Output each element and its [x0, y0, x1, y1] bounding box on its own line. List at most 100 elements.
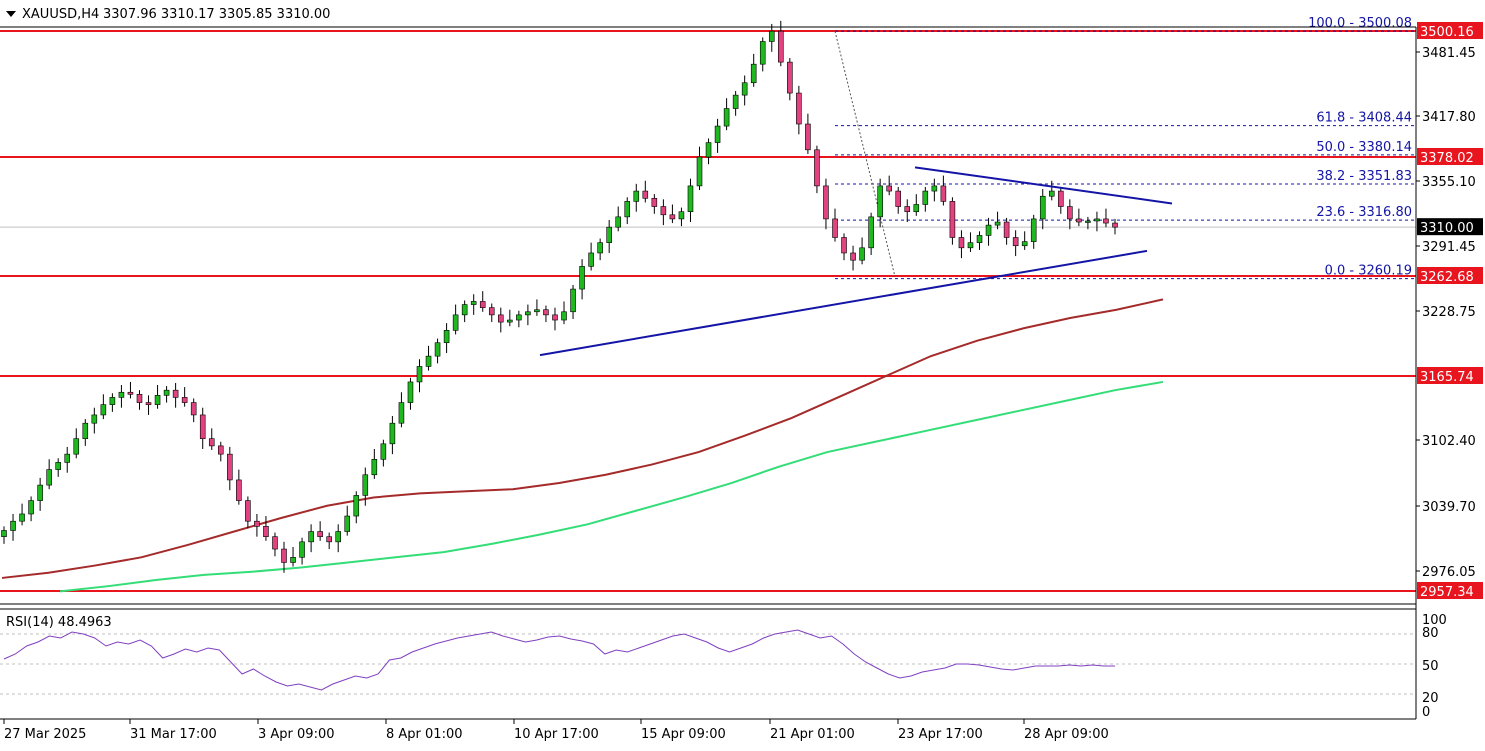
bearish-candle	[190, 402, 197, 416]
fib-level-label: 38.2 - 3351.83	[1316, 169, 1412, 184]
bullish-candle	[759, 41, 766, 65]
bullish-candle	[398, 402, 405, 424]
bearish-candle	[958, 237, 965, 249]
rsi-line	[3, 629, 1115, 691]
bullish-candle	[37, 484, 43, 501]
bearish-candle	[136, 394, 143, 403]
bearish-candle	[254, 520, 260, 527]
bearish-candle	[886, 185, 892, 192]
bullish-candle	[741, 82, 748, 96]
time-axis-label: 28 Apr 09:00	[1024, 727, 1109, 742]
fib-level-label: 100.0 - 3500.08	[1308, 16, 1412, 31]
bullish-candle	[1, 530, 7, 537]
bearish-candle	[1012, 237, 1019, 247]
price-tick-label: 3291.45	[1422, 240, 1476, 255]
time-axis-label: 15 Apr 09:00	[641, 727, 726, 742]
moving-average-fast	[59, 380, 1164, 593]
bullish-candle	[154, 395, 161, 405]
bullish-candle	[696, 156, 703, 187]
axes-layer: 3481.45 3417.80 3355.10 3291.45 3228.75 3102.…	[0, 22, 1483, 742]
current-price-label: 3310.00	[1420, 221, 1474, 236]
bullish-candle	[633, 190, 640, 202]
bullish-candle	[597, 242, 603, 254]
time-axis-label: 10 Apr 17:00	[514, 727, 599, 742]
level-price-label: 3500.16	[1420, 25, 1474, 40]
ascending-trendline	[539, 249, 1148, 357]
bullish-candle	[353, 495, 360, 517]
descending-trendline	[914, 166, 1173, 205]
ohlc-values: 3307.96 3310.17 3305.85 3310.00	[103, 7, 330, 22]
chart-header: XAUUSD,H4 3307.96 3310.17 3305.85 3310.0…	[6, 7, 330, 22]
bullish-candle	[64, 453, 71, 463]
bullish-candle	[507, 319, 513, 323]
menu-triangle-icon[interactable]	[6, 11, 16, 17]
bullish-candle	[73, 438, 80, 455]
bullish-candle	[516, 314, 522, 321]
bullish-candle	[985, 224, 992, 236]
bullish-candle	[687, 185, 694, 213]
fib-level-label: 23.6 - 3316.80	[1316, 205, 1412, 220]
bullish-candle	[723, 108, 730, 127]
bearish-candle	[199, 414, 206, 439]
bullish-candle	[1039, 195, 1046, 220]
bullish-candle	[1021, 241, 1028, 247]
rsi-panel	[0, 629, 1416, 695]
bullish-candle	[299, 541, 305, 558]
bullish-candle	[452, 314, 459, 331]
bearish-candle	[245, 500, 251, 522]
bullish-candle	[1048, 190, 1055, 197]
time-axis-label: 21 Apr 01:00	[770, 727, 855, 742]
bullish-candle	[624, 201, 631, 218]
bullish-candle	[913, 204, 920, 213]
bearish-candle	[272, 536, 278, 550]
bullish-candle	[705, 142, 712, 158]
price-tick-label: 3355.10	[1422, 175, 1476, 190]
bullish-candle	[434, 342, 441, 357]
rsi-tick-label: 50	[1422, 659, 1439, 674]
time-axis-label: 27 Mar 2025	[4, 727, 86, 742]
bearish-candle	[796, 92, 802, 125]
bullish-candle	[416, 366, 423, 383]
rsi-tick-label: 0	[1422, 705, 1430, 720]
level-price-tag	[1417, 22, 1483, 39]
bullish-candle	[768, 30, 775, 42]
bearish-candle	[1067, 206, 1073, 220]
bullish-candle	[931, 185, 938, 192]
bearish-candle	[127, 391, 134, 395]
time-axis-label: 3 Apr 09:00	[258, 727, 335, 742]
bearish-candle	[145, 402, 152, 405]
bullish-candle	[91, 414, 98, 424]
fib-level-label: 0.0 - 3260.19	[1325, 264, 1412, 279]
level-price-label: 3262.68	[1420, 270, 1474, 285]
bearish-candle	[263, 526, 269, 537]
bullish-candle	[344, 515, 351, 532]
price-tick-label: 3481.45	[1422, 46, 1476, 61]
bullish-candle	[55, 462, 61, 470]
bullish-candle	[859, 247, 865, 261]
price-tick-label: 3228.75	[1422, 305, 1476, 320]
bearish-candle	[1103, 218, 1109, 224]
bullish-candle	[1085, 220, 1091, 223]
bearish-candle	[217, 445, 224, 455]
bullish-candle	[561, 311, 567, 321]
bullish-candle	[290, 557, 296, 563]
bearish-candle	[1003, 221, 1010, 238]
bullish-candle	[109, 397, 116, 405]
bullish-candle	[371, 458, 378, 476]
bearish-candle	[787, 61, 793, 94]
bullish-candle	[967, 242, 974, 249]
bullish-candle	[163, 389, 170, 396]
bearish-candle	[940, 185, 947, 202]
bullish-candle	[461, 304, 468, 316]
time-axis-label: 23 Apr 17:00	[898, 727, 983, 742]
bearish-candle	[236, 479, 242, 501]
bearish-candle	[498, 314, 504, 323]
bullish-candle	[470, 301, 477, 305]
bullish-candle	[46, 469, 52, 486]
bullish-candle	[534, 309, 540, 313]
bullish-candle	[1030, 218, 1037, 242]
level-price-tag	[1417, 148, 1483, 166]
bearish-candle	[281, 548, 287, 563]
